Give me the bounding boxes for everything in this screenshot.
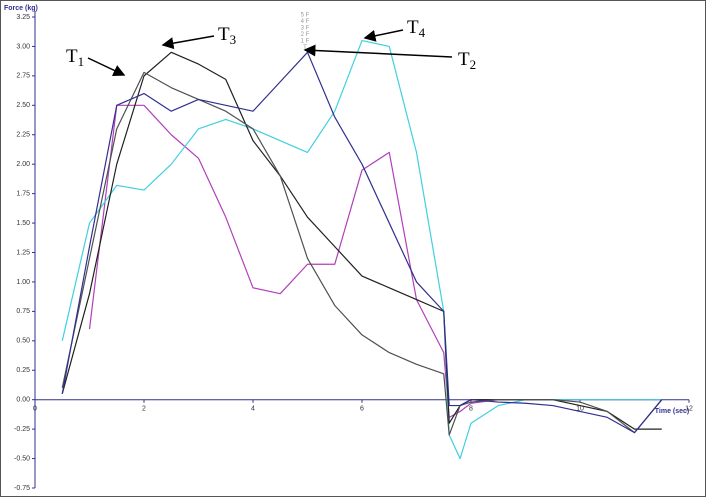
x-tick-label: 8 [469, 406, 473, 413]
arrow [363, 29, 404, 42]
annotations: T1 T3 T4 T2 [66, 17, 476, 76]
plot: 3.25 3.00 2.75 2.50 2.25 2.00 1.75 1.50 1.25 1.00… [14, 11, 693, 492]
y-tick-label: 1.75 [16, 190, 30, 197]
y-tick-label: 0.50 [16, 338, 30, 345]
annotation: T1 [66, 46, 84, 69]
x-tick-label: 6 [360, 406, 364, 413]
y-tick-label: 0.00 [16, 397, 30, 404]
y-tick-label: 2.50 [16, 102, 30, 109]
x-tick-label: 2 [142, 406, 146, 413]
marker-label: 3 F [301, 26, 310, 32]
y-tick-label: 2.75 [16, 73, 30, 80]
annotation: T2 [458, 49, 476, 72]
arrow [87, 57, 126, 76]
x-tick-label: 10 [576, 406, 584, 413]
x-tick-label: 12 [685, 406, 693, 413]
y-tick-label: 1.25 [16, 249, 30, 256]
y-tick-label: 1.50 [16, 220, 30, 227]
y-tick-label: 0.25 [16, 367, 30, 374]
y-axis-title: Force (kg) [4, 5, 38, 12]
x-tick-label: 0 [33, 406, 37, 413]
marker-label: 5 F [301, 13, 310, 19]
y-tick-label: -0.75 [14, 485, 30, 492]
x-tick-label: 4 [251, 406, 255, 413]
series-line [61, 71, 663, 436]
y-tick-label: 3.00 [16, 43, 30, 50]
arrow [161, 35, 215, 50]
x-axis-title: Time (sec) [655, 408, 690, 415]
annotation: T3 [218, 24, 236, 47]
y-tick-label: 0.75 [16, 308, 30, 315]
marker-label: 4 F [301, 19, 310, 25]
annotation: T4 [407, 17, 426, 40]
y-tick-label: 1.00 [16, 279, 30, 286]
y-tick-label: 2.00 [16, 161, 30, 168]
marker-label: 1 F [301, 39, 310, 45]
y-tick-label: -0.50 [14, 455, 30, 462]
y-tick-label: 2.25 [16, 132, 30, 139]
marker-label: 2 F [301, 32, 310, 38]
y-tick-label: 3.25 [16, 14, 30, 21]
arrow [303, 44, 453, 58]
series-line [61, 51, 663, 434]
y-tick-label: -0.25 [14, 426, 30, 433]
